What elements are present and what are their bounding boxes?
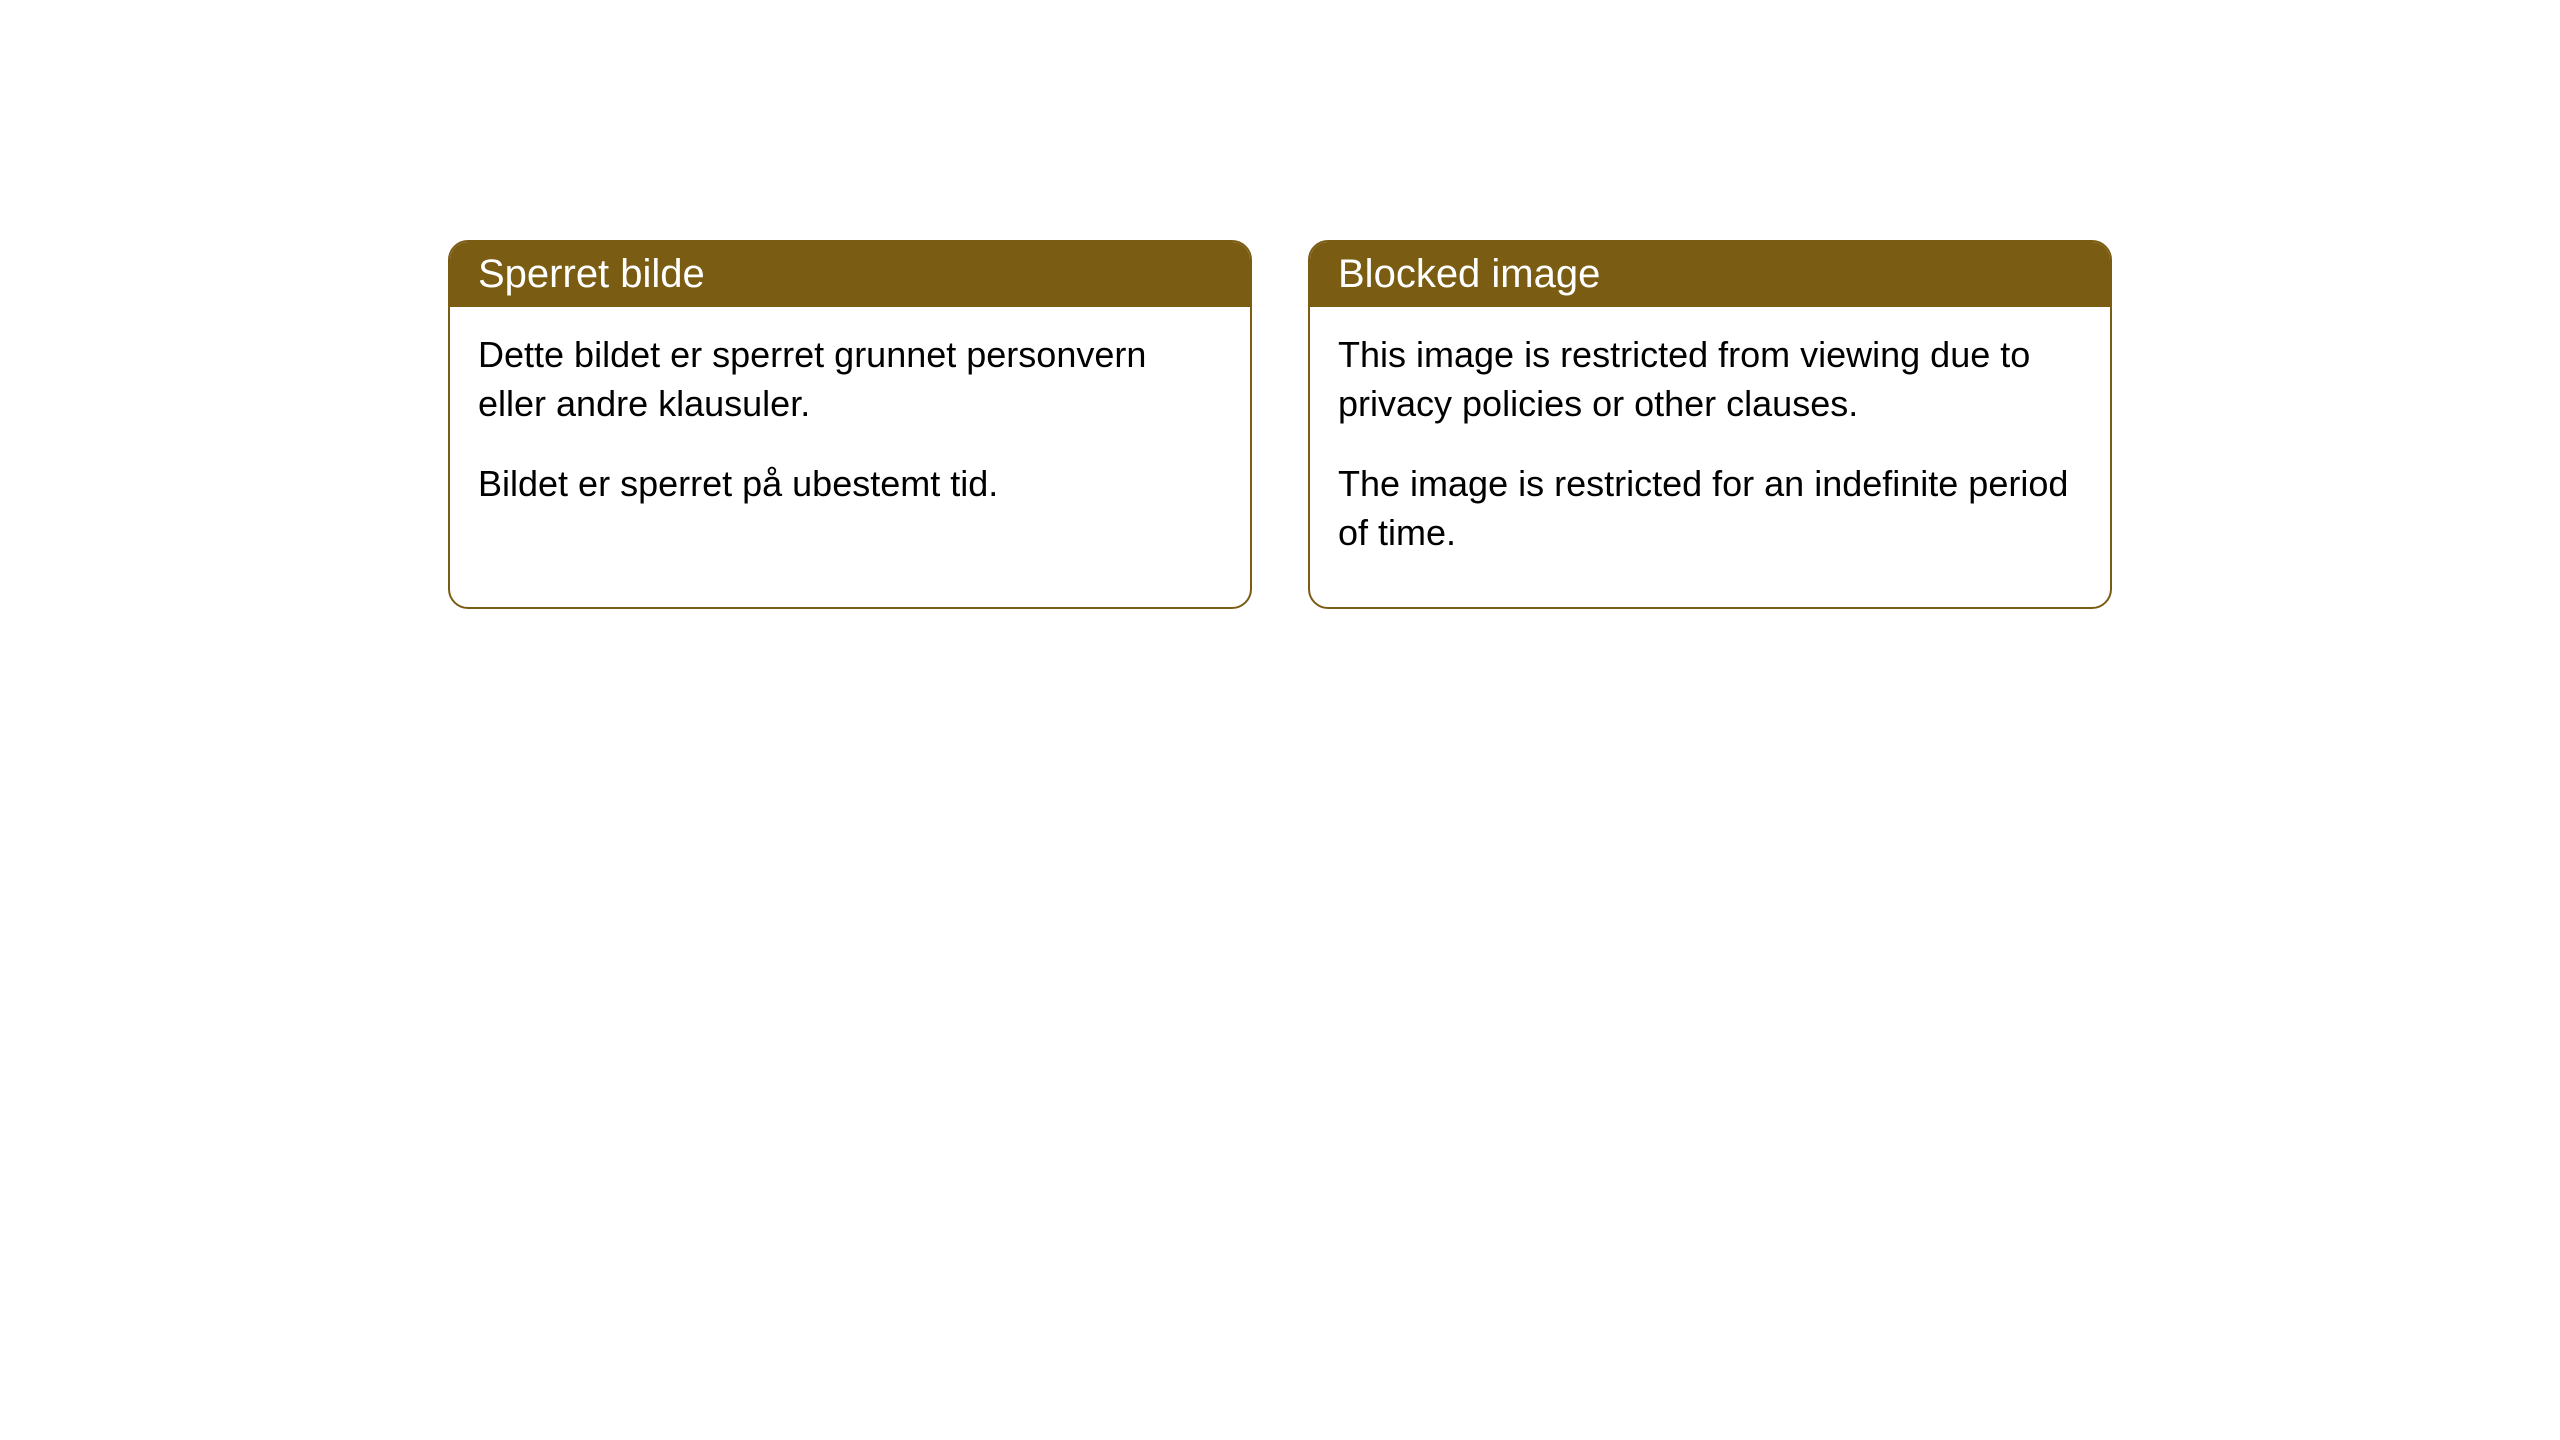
card-paragraph-2: Bildet er sperret på ubestemt tid. xyxy=(478,460,1222,509)
card-header-norwegian: Sperret bilde xyxy=(450,242,1250,307)
card-title: Sperret bilde xyxy=(478,252,705,296)
notice-container: Sperret bilde Dette bildet er sperret gr… xyxy=(0,240,2560,609)
card-paragraph-2: The image is restricted for an indefinit… xyxy=(1338,460,2082,557)
blocked-image-card-norwegian: Sperret bilde Dette bildet er sperret gr… xyxy=(448,240,1252,609)
card-paragraph-1: Dette bildet er sperret grunnet personve… xyxy=(478,331,1222,428)
card-header-english: Blocked image xyxy=(1310,242,2110,307)
card-paragraph-1: This image is restricted from viewing du… xyxy=(1338,331,2082,428)
blocked-image-card-english: Blocked image This image is restricted f… xyxy=(1308,240,2112,609)
card-body-english: This image is restricted from viewing du… xyxy=(1310,307,2110,607)
card-body-norwegian: Dette bildet er sperret grunnet personve… xyxy=(450,307,1250,559)
card-title: Blocked image xyxy=(1338,252,1600,296)
